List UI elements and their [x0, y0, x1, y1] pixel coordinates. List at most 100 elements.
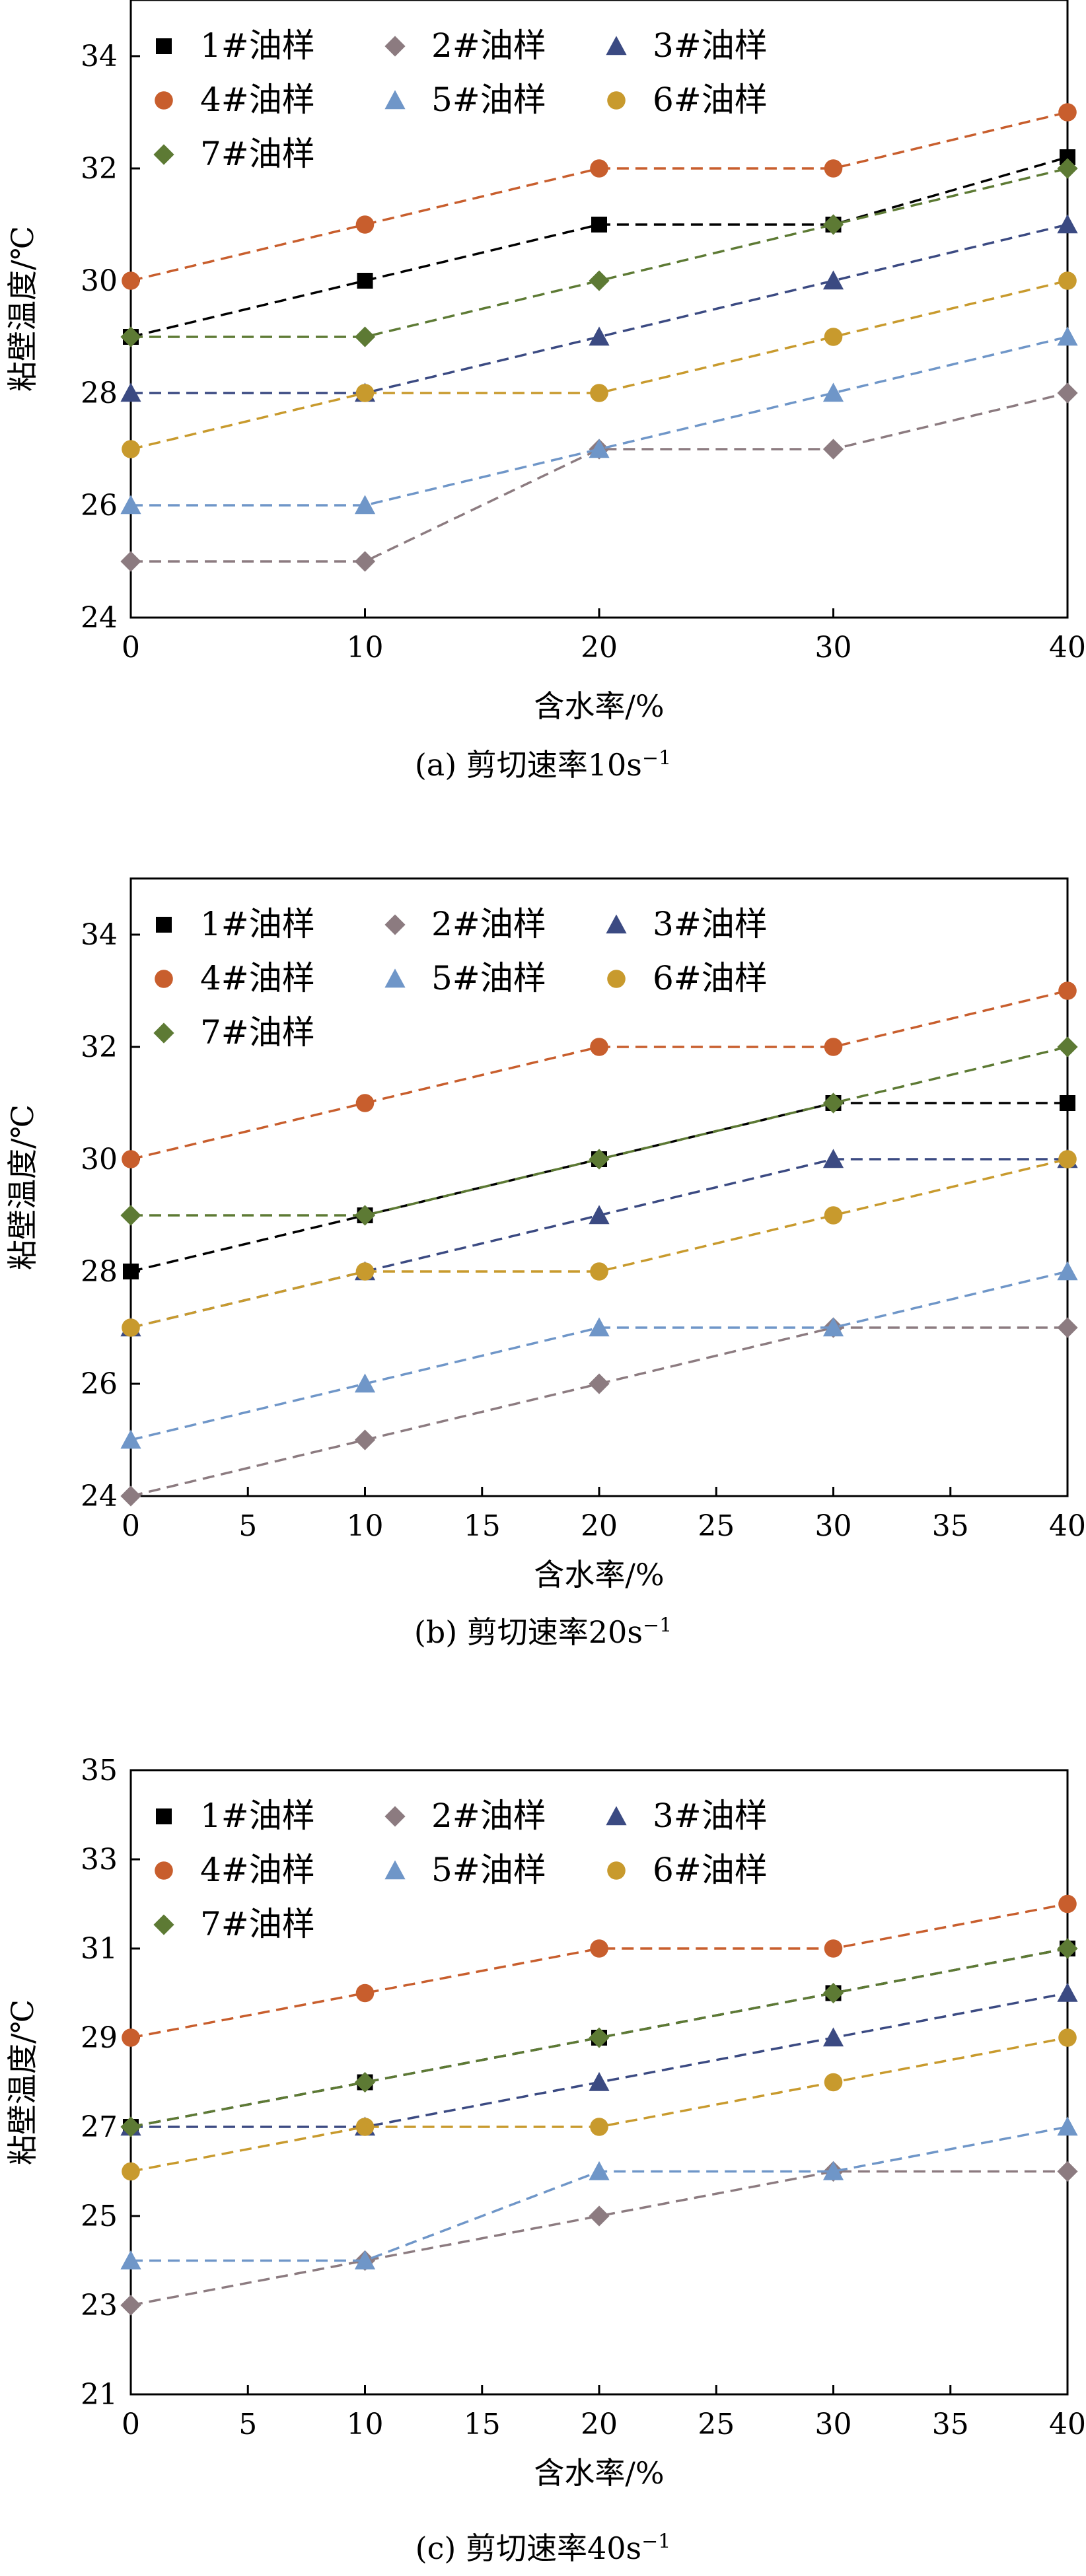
y-tick-label: 25: [81, 2200, 118, 2233]
y-axis-label: 粘壁温度/℃: [5, 226, 40, 392]
x-tick-label: 40: [1049, 2408, 1086, 2441]
data-point: [122, 2028, 140, 2047]
data-point: [589, 2027, 610, 2048]
data-point: [355, 1262, 375, 1281]
data-point: [591, 217, 607, 233]
data-point: [120, 2250, 141, 2270]
series-line: [130, 2036, 1068, 2173]
y-tick-label: 34: [81, 918, 118, 952]
data-point: [355, 384, 375, 402]
y-axis-label: 粘壁温度/℃: [5, 1999, 40, 2165]
y-tick-label: 30: [81, 1143, 118, 1176]
data-point: [355, 1984, 375, 2003]
x-tick-label: 0: [122, 1509, 140, 1543]
data-point: [1058, 982, 1077, 1000]
data-point: [589, 1205, 610, 1225]
data-point: [355, 215, 375, 234]
legend-label: 1#油样: [200, 905, 315, 943]
caption-a-text: (a) 剪切速率10s: [414, 747, 642, 783]
data-point: [590, 159, 608, 178]
legend-label: 1#油样: [200, 26, 315, 65]
x-tick-label: 40: [1049, 1509, 1086, 1543]
data-point: [590, 1939, 608, 1958]
series-line: [131, 223, 1068, 394]
legend-marker: [155, 91, 173, 110]
data-point: [122, 440, 140, 458]
x-tick-label: 30: [815, 2408, 852, 2441]
data-point: [354, 495, 376, 515]
data-point: [120, 2116, 141, 2137]
data-point: [120, 495, 141, 515]
series-line: [130, 1158, 1068, 1329]
x-tick-label: 40: [1049, 631, 1086, 664]
legend-label: 7#油样: [200, 1013, 315, 1052]
data-point: [589, 2161, 610, 2180]
y-tick-label: 26: [81, 489, 118, 522]
y-axis-label: 粘壁温度/℃: [5, 1104, 40, 1270]
data-point: [1057, 1036, 1078, 1057]
legend-marker: [384, 968, 406, 988]
legend-marker: [156, 1808, 172, 1824]
x-tick-label: 10: [347, 2408, 384, 2441]
series-line: [130, 1947, 1068, 2128]
x-axis-label: 含水率/%: [534, 2455, 664, 2491]
data-point: [355, 1094, 375, 1112]
legend-marker: [384, 1860, 406, 1880]
data-point: [824, 1038, 843, 1056]
data-point: [589, 2071, 610, 2091]
data-point: [589, 1149, 610, 1170]
data-point: [1057, 326, 1078, 346]
data-point: [1057, 1261, 1078, 1281]
y-tick-label: 24: [81, 601, 118, 635]
y-tick-label: 32: [81, 1030, 118, 1064]
data-point: [123, 1264, 139, 1279]
caption-b-sup: −1: [642, 1614, 672, 1637]
data-point: [589, 1373, 610, 1394]
x-tick-label: 25: [698, 1509, 735, 1543]
series-line: [130, 279, 1068, 450]
data-point: [824, 328, 843, 346]
data-point: [590, 1262, 608, 1281]
data-point: [589, 326, 610, 346]
data-point: [1057, 1982, 1078, 2002]
caption-c-sup: −1: [641, 2530, 671, 2554]
data-point: [824, 1206, 843, 1225]
series-line: [130, 1270, 1068, 1441]
x-tick-label: 20: [581, 1509, 618, 1543]
y-tick-label: 28: [81, 376, 118, 410]
legend-label: 3#油样: [653, 1797, 768, 1835]
data-point: [824, 159, 843, 178]
series-line: [130, 1326, 1068, 1497]
data-point: [120, 326, 141, 347]
data-point: [822, 382, 844, 402]
legend-label: 5#油样: [431, 1851, 546, 1889]
data-point: [822, 1982, 844, 2004]
x-axis-label: 含水率/%: [534, 1557, 664, 1592]
data-point: [1058, 271, 1077, 290]
legend-label: 5#油样: [431, 81, 546, 119]
x-tick-label: 35: [932, 2408, 969, 2441]
y-tick-label: 33: [81, 1843, 118, 1877]
data-point: [822, 214, 844, 235]
legend-marker: [155, 1861, 173, 1880]
caption-a: (a) 剪切速率10s−1: [0, 741, 1086, 785]
chart-panel-a: 24 26 28 30 32 34 0 10 20 30 40 含水率/% 粘壁温度/℃ 1#油样 2#油样…: [5, 0, 1086, 724]
legend-label: 4#油样: [200, 81, 315, 119]
data-point: [822, 439, 844, 460]
data-point: [120, 551, 141, 572]
data-point: [590, 384, 608, 402]
x-tick-label: 25: [698, 2408, 735, 2441]
legend-label: 5#油样: [431, 959, 546, 997]
legend-label: 2#油样: [431, 905, 546, 943]
data-point: [354, 551, 376, 572]
y-tick-label: 29: [81, 2021, 118, 2055]
y-tick-label: 32: [81, 152, 118, 186]
caption-b-text: (b) 剪切速率20s: [414, 1614, 643, 1650]
legend-label: 4#油样: [200, 1851, 315, 1889]
legend-label: 6#油样: [653, 1851, 768, 1889]
series-line: [131, 2126, 1068, 2262]
legend-marker: [384, 914, 406, 935]
series-line: [130, 1102, 1068, 1273]
legend-marker: [153, 1022, 174, 1044]
